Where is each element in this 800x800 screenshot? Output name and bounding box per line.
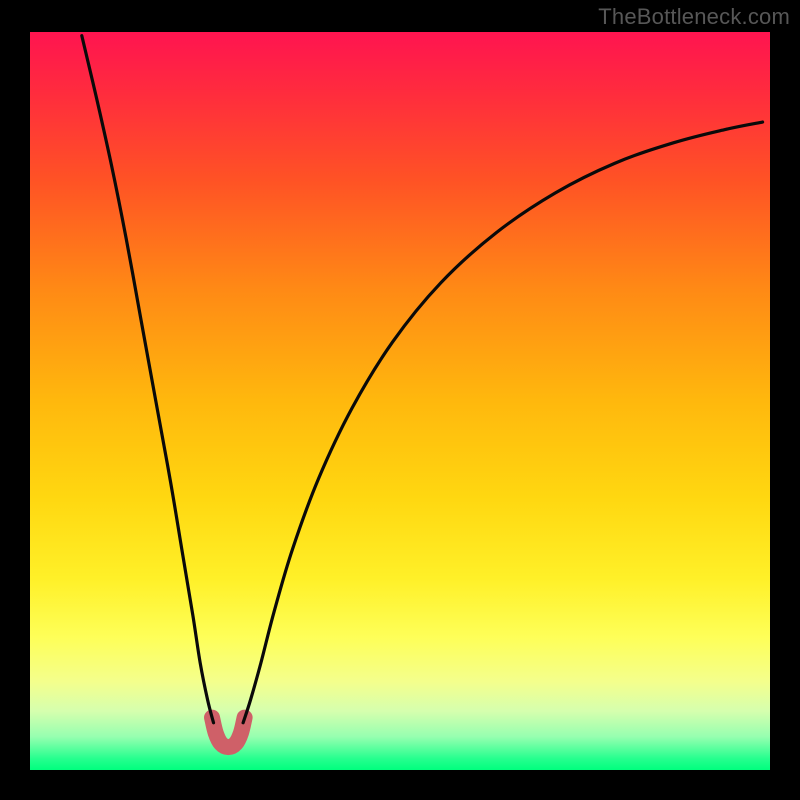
chart-svg [0, 0, 800, 800]
stage: TheBottleneck.com [0, 0, 800, 800]
gradient-background [30, 32, 770, 770]
